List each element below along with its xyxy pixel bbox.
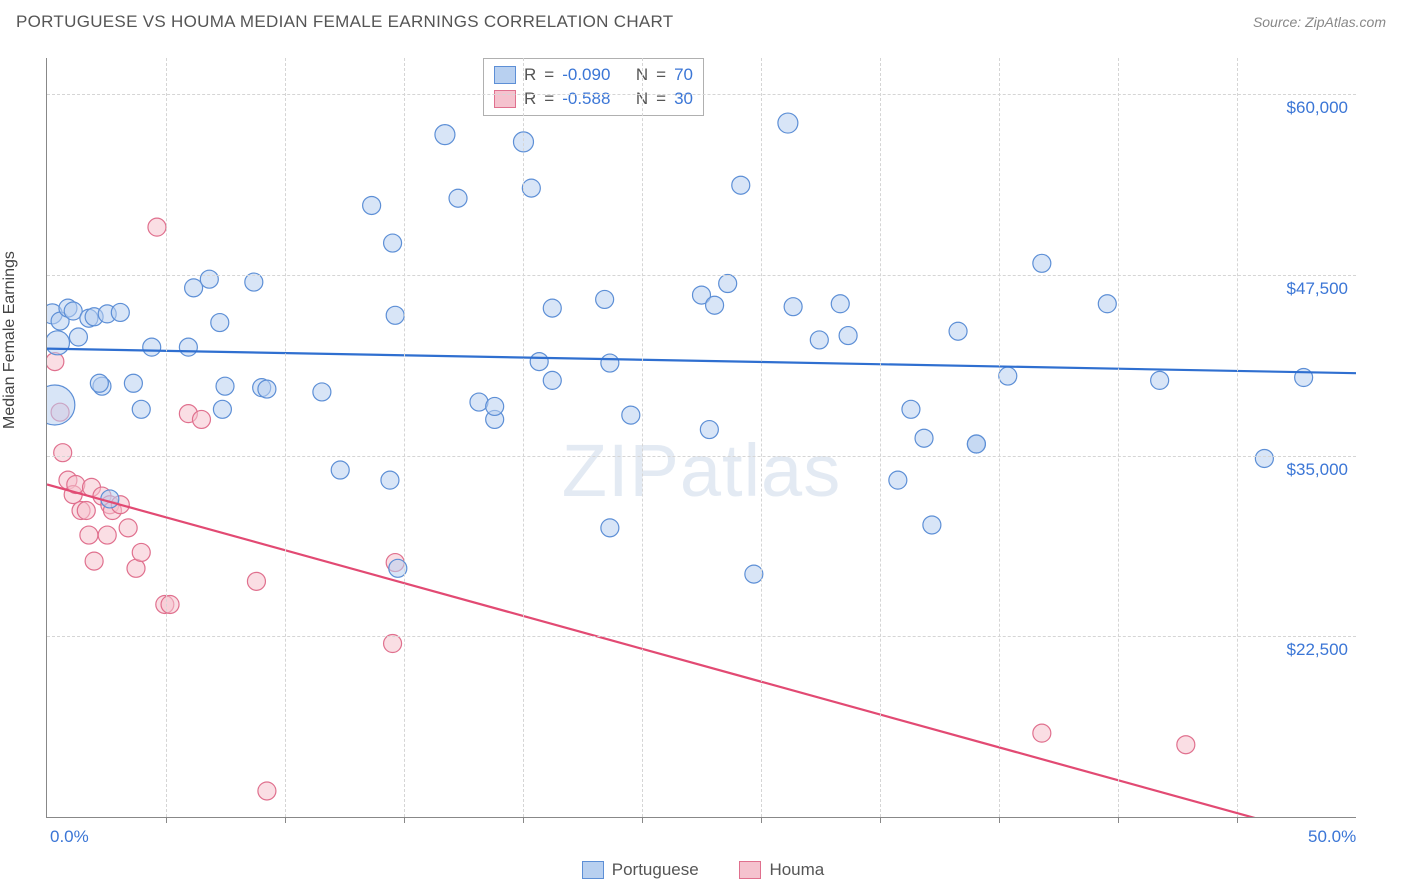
series-legend: Portuguese Houma [0,860,1406,884]
swatch-houma-bottom [739,861,761,879]
chart-title: PORTUGUESE VS HOUMA MEDIAN FEMALE EARNIN… [16,12,674,32]
r-value-b: -0.588 [562,89,610,109]
swatch-houma [494,90,516,108]
scatter-svg [47,58,1356,817]
y-tick-label: $47,500 [1287,279,1348,299]
x-tick-label: 0.0% [50,827,89,847]
n-value-b: 30 [674,89,693,109]
y-tick-label: $35,000 [1287,460,1348,480]
r-value-a: -0.090 [562,65,610,85]
y-tick-label: $22,500 [1287,640,1348,660]
x-tick-label: 50.0% [1308,827,1356,847]
source-label: Source: ZipAtlas.com [1253,14,1386,30]
swatch-portuguese [494,66,516,84]
series-a-label: Portuguese [612,860,699,880]
y-axis-label: Median Female Earnings [1,251,19,429]
y-tick-label: $60,000 [1287,98,1348,118]
series-b-label: Houma [769,860,824,880]
n-value-a: 70 [674,65,693,85]
swatch-portuguese-bottom [582,861,604,879]
chart-plot-area: ZIPatlas R = -0.090 N = 70 R = -0.588 N … [46,58,1356,818]
correlation-legend: R = -0.090 N = 70 R = -0.588 N = 30 [483,58,704,116]
